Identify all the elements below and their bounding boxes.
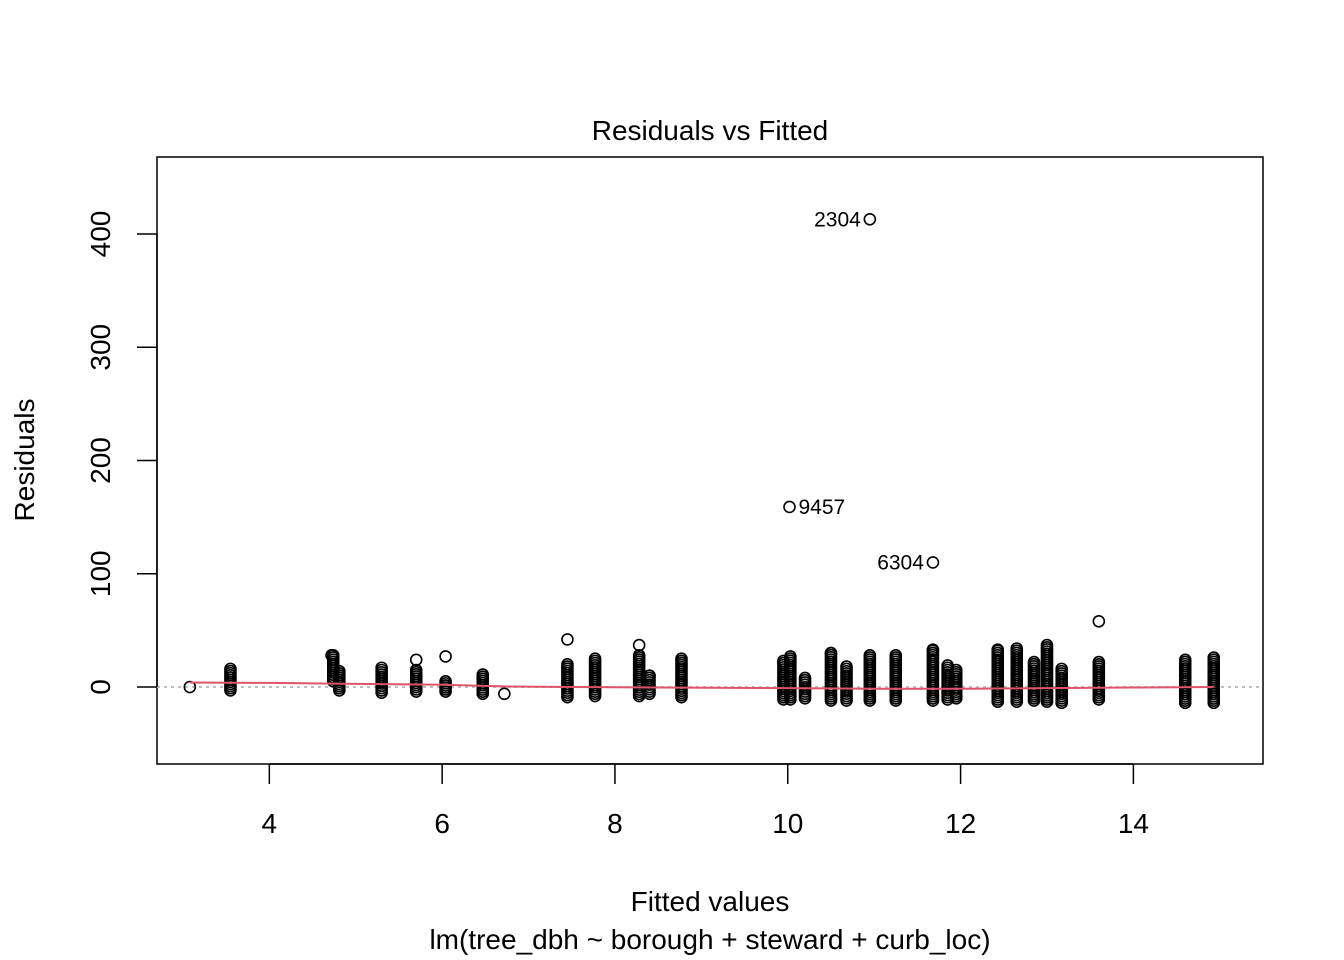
residual-point [588, 652, 602, 665]
labeled-outlier-point [926, 556, 940, 569]
chart-title: Residuals vs Fitted [592, 115, 829, 146]
residual-point [784, 650, 797, 663]
residual-point [375, 661, 388, 675]
x-tick-label: 10 [772, 808, 803, 839]
y-tick-label: 400 [85, 211, 116, 258]
residual-point [1040, 638, 1054, 652]
points-group [183, 212, 1221, 710]
chart-subtitle: lm(tree_dbh ~ borough + steward + curb_l… [429, 924, 990, 955]
residual-point [439, 675, 452, 688]
x-tick-label: 12 [945, 808, 976, 839]
residual-point [840, 660, 853, 673]
y-tick-label: 100 [85, 550, 116, 597]
residual-point [1055, 662, 1068, 676]
smooth-line [189, 681, 1214, 690]
labeled-outlier-point [783, 500, 796, 514]
residual-point [889, 648, 903, 662]
residual-point [561, 658, 574, 671]
residual-point [224, 662, 237, 676]
residual-point [498, 687, 511, 701]
y-tick-label: 0 [85, 679, 116, 695]
residual-point [1207, 651, 1221, 664]
residual-point [926, 643, 940, 656]
residual-point [643, 669, 656, 682]
y-tick-label: 300 [85, 324, 116, 371]
residual-point [561, 633, 574, 646]
residual-point [439, 650, 452, 663]
outlier-label: 6304 [877, 551, 924, 574]
residual-point [1010, 642, 1024, 655]
smooth-line-group [189, 681, 1214, 690]
residual-point [1092, 615, 1106, 628]
outlier-label: 9457 [798, 496, 845, 519]
residual-point [183, 680, 197, 694]
residual-point [632, 638, 646, 652]
residual-point [675, 652, 688, 665]
residual-point [991, 643, 1005, 656]
y-tick-label: 200 [85, 437, 116, 484]
residual-point [798, 671, 812, 685]
residual-point [409, 663, 423, 677]
x-tick-label: 4 [262, 808, 278, 839]
y-axis-label: Residuals [9, 399, 40, 522]
residual-point [325, 648, 338, 662]
residual-point [1027, 655, 1041, 669]
x-axis: 4 6 8 10 12 14 [262, 763, 1149, 839]
residual-point [824, 646, 838, 660]
residual-point [863, 648, 877, 662]
point-labels-group: 2304 9457 6304 [798, 208, 924, 574]
residual-point [949, 663, 963, 677]
x-tick-label: 8 [607, 808, 623, 839]
residual-point [1178, 653, 1192, 667]
residual-point [476, 668, 490, 681]
y-axis: 0 100 200 300 400 [85, 211, 158, 695]
x-tick-label: 6 [434, 808, 450, 839]
outlier-label: 2304 [814, 208, 861, 231]
x-axis-label: Fitted values [631, 886, 790, 917]
residual-point [1092, 655, 1106, 669]
labeled-outlier-point [863, 212, 877, 226]
residual-point [333, 664, 346, 678]
residual-point [409, 653, 423, 667]
residual-point [632, 648, 646, 662]
x-tick-label: 14 [1118, 808, 1149, 839]
